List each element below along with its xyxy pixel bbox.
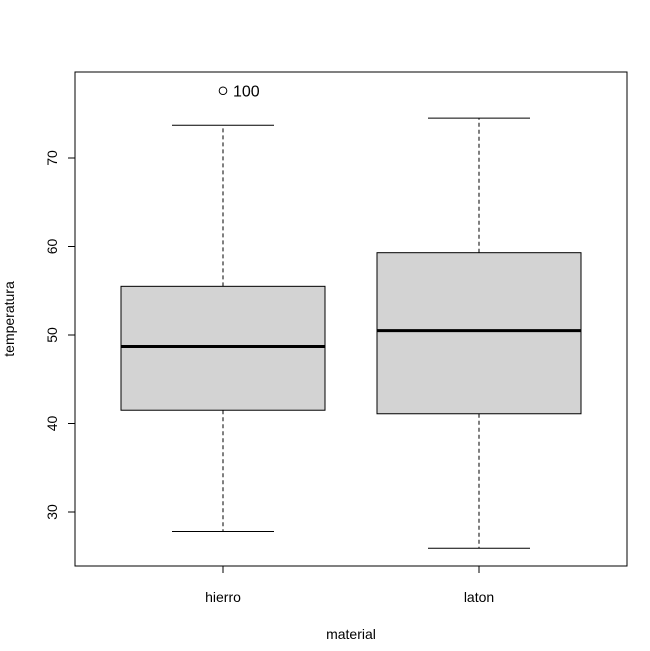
y-tick-label: 70	[44, 150, 60, 166]
box-laton	[376, 117, 582, 549]
y-tick-label: 30	[44, 504, 60, 520]
box-hierro: 100	[120, 83, 326, 532]
x-axis: hierro laton	[205, 565, 494, 605]
y-tick-label: 40	[44, 416, 60, 432]
iqr-box	[120, 285, 326, 411]
iqr-box	[376, 252, 582, 415]
x-tick-label: laton	[464, 589, 494, 605]
boxes: 100	[120, 83, 582, 549]
y-tick-label: 60	[44, 239, 60, 255]
outlier-point	[218, 86, 228, 96]
y-axis: 30 40 50 60 70	[44, 150, 76, 520]
x-axis-title: material	[326, 626, 376, 642]
y-tick-label: 50	[44, 327, 60, 343]
x-tick-label: hierro	[205, 589, 241, 605]
outlier-label: 100	[233, 83, 260, 100]
y-axis-title: temperatura	[1, 281, 17, 357]
